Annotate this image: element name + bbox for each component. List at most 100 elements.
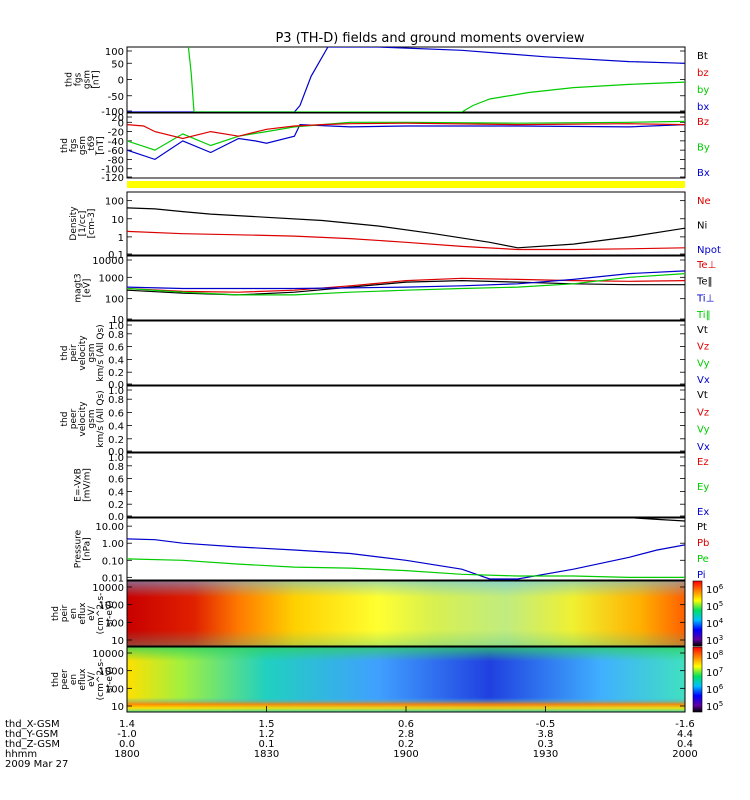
x-axis-value: -0.5: [536, 719, 556, 730]
status-bar: [127, 181, 685, 188]
series-line-Te⊥: [127, 277, 685, 293]
y-tick-label: -100: [101, 165, 124, 176]
colorbar-tick-base: 10: [706, 585, 719, 596]
y-tick-label: 10: [111, 702, 124, 713]
y-axis-label-line: eV/: [87, 671, 97, 687]
y-tick-label: 100: [105, 295, 124, 306]
y-tick-label: 0.4: [108, 487, 124, 498]
legend-entry: Vx: [697, 442, 710, 453]
legend-entry: Ey: [697, 482, 709, 493]
panel-8: 10.00 1.00 0.10 0.01 Pressure [nPa] Pt Pb Pe Pi: [74, 517, 709, 584]
y-tick-label: 1000: [99, 273, 124, 284]
legend-entry: Vx: [697, 375, 710, 386]
y-tick-label: 0.1: [108, 250, 124, 261]
y-axis-label-line: gsm: [83, 70, 93, 89]
series-line-Ne: [127, 230, 685, 251]
colorbar-tick-base: 10: [706, 668, 719, 679]
legend-entry: Vt: [697, 325, 708, 336]
legend-entry: Ex: [697, 507, 709, 518]
series-line-Pe: [127, 558, 685, 579]
y-axis-label-line: km/s (All Qs): [96, 324, 106, 381]
colorbar-tick-label: 104: [706, 617, 724, 630]
legend-entry: Pe: [697, 554, 709, 565]
y-axis-label-line: velocity: [78, 401, 88, 437]
y-axis-label-line: thd: [51, 606, 61, 621]
y-tick-label: 0.2: [108, 368, 124, 379]
x-axis-value: 1.2: [259, 729, 275, 740]
x-axis-value: 0.4: [677, 739, 693, 750]
y-tick-label: 100: [105, 47, 124, 58]
legend-entry: bz: [697, 68, 709, 79]
y-tick-label: 1.00: [102, 539, 124, 550]
x-axis-value: 0.0: [119, 739, 135, 750]
x-axis-value: 4.4: [677, 729, 693, 740]
y-axis-label-line: gsm: [78, 136, 88, 155]
panel-frame: [126, 580, 686, 647]
y-tick-label: -120: [101, 173, 124, 184]
colorbar: [692, 646, 703, 713]
panel-2: 200-20-40-60-80-100-120 thd fgs gsm _t69 [nT]…: [60, 112, 710, 184]
panel-3: 100 10 1 0.1 Density [1/cc] [cm-3] Ne Ni Npot: [69, 191, 721, 261]
colorbar-tick-base: 10: [706, 685, 719, 696]
colorbar-tick-exponent: 8: [719, 649, 723, 657]
y-axis-label-line: velocity: [78, 335, 88, 371]
x-axis-value: 0.3: [538, 739, 554, 750]
y-tick-label: 1.0: [108, 453, 124, 464]
legend-entry: Bt: [697, 51, 708, 62]
y-tick-label: 0.6: [108, 475, 124, 486]
y-axis-label-line: E=-VxB: [74, 468, 84, 502]
y-axis-label-line: (cm^2-s-: [96, 659, 106, 701]
x-axis-row-label: thd_Y-GSM: [5, 729, 58, 740]
legend-entry: Ne: [697, 196, 711, 207]
y-axis-label-line: Density: [69, 206, 79, 241]
y-tick-label: 20: [111, 113, 124, 124]
y-tick-label: 0: [118, 118, 124, 129]
y-tick-label: -80: [108, 155, 124, 166]
y-tick-label: -20: [108, 128, 124, 139]
y-tick-label: 50: [111, 59, 124, 70]
y-axis-label-line: [1/cc]: [78, 211, 88, 237]
y-axis-label-line: fgs: [69, 138, 79, 152]
y-axis-label-line: en: [69, 674, 79, 685]
panel-5: 1.00.8 0.60.4 0.20.0 thd peir velocity gsm km/s…: [60, 320, 710, 391]
y-axis-label-line: gsm: [87, 409, 97, 428]
colorbar-tick-label: 108: [706, 649, 723, 662]
y-axis-label-line: fgs: [74, 72, 84, 86]
colorbar-tick-label: 105: [706, 700, 723, 713]
legend-entry: Vy: [697, 358, 710, 369]
y-axis-label-line: [nT]: [96, 136, 106, 154]
legend-entry: Te‖: [696, 277, 713, 288]
colorbar-tick-base: 10: [706, 636, 719, 647]
spectrogram-overlay: [127, 647, 685, 712]
y-tick-label: 0.2: [108, 500, 124, 511]
y-axis-label-line: sr-eV): [105, 600, 115, 626]
y-axis-label-line: [nT]: [92, 70, 102, 88]
legend-entry: Npot: [697, 245, 721, 256]
x-axis-value: 1900: [393, 749, 418, 760]
colorbar-tick-exponent: 6: [719, 683, 724, 691]
y-tick-label: -40: [108, 137, 124, 148]
y-axis-label-line: [mV/m]: [83, 468, 93, 502]
y-axis-label-line: peir: [60, 604, 70, 622]
colorbar-tick-exponent: 4: [719, 617, 724, 625]
panel-frame: [126, 517, 686, 581]
x-axis-date: 2009 Mar 27: [5, 759, 68, 770]
x-axis-value: -1.0: [117, 729, 137, 740]
y-axis-label-line: en: [69, 608, 79, 619]
panel-frame: [126, 46, 686, 113]
panel-frame: [126, 385, 686, 453]
y-tick-label: 1000: [99, 601, 124, 612]
y-tick-label: -50: [108, 92, 124, 103]
legend-entry: Bx: [697, 168, 710, 179]
y-tick-label: 0.0: [108, 447, 124, 458]
series-line-Te‖: [127, 279, 685, 296]
x-axis-value: 0.2: [398, 739, 414, 750]
series-line-bx: [127, 47, 685, 112]
colorbar-tick-exponent: 7: [719, 666, 723, 674]
panel-frame: [126, 452, 686, 518]
x-axis-annotation: thd_X-GSM 1.4 1.5 0.6 -0.5 -1.6 thd_Y-GSM -1.0 1…: [5, 706, 698, 770]
y-tick-label: 0.0: [108, 512, 124, 523]
y-tick-label: 1.0: [108, 321, 124, 332]
